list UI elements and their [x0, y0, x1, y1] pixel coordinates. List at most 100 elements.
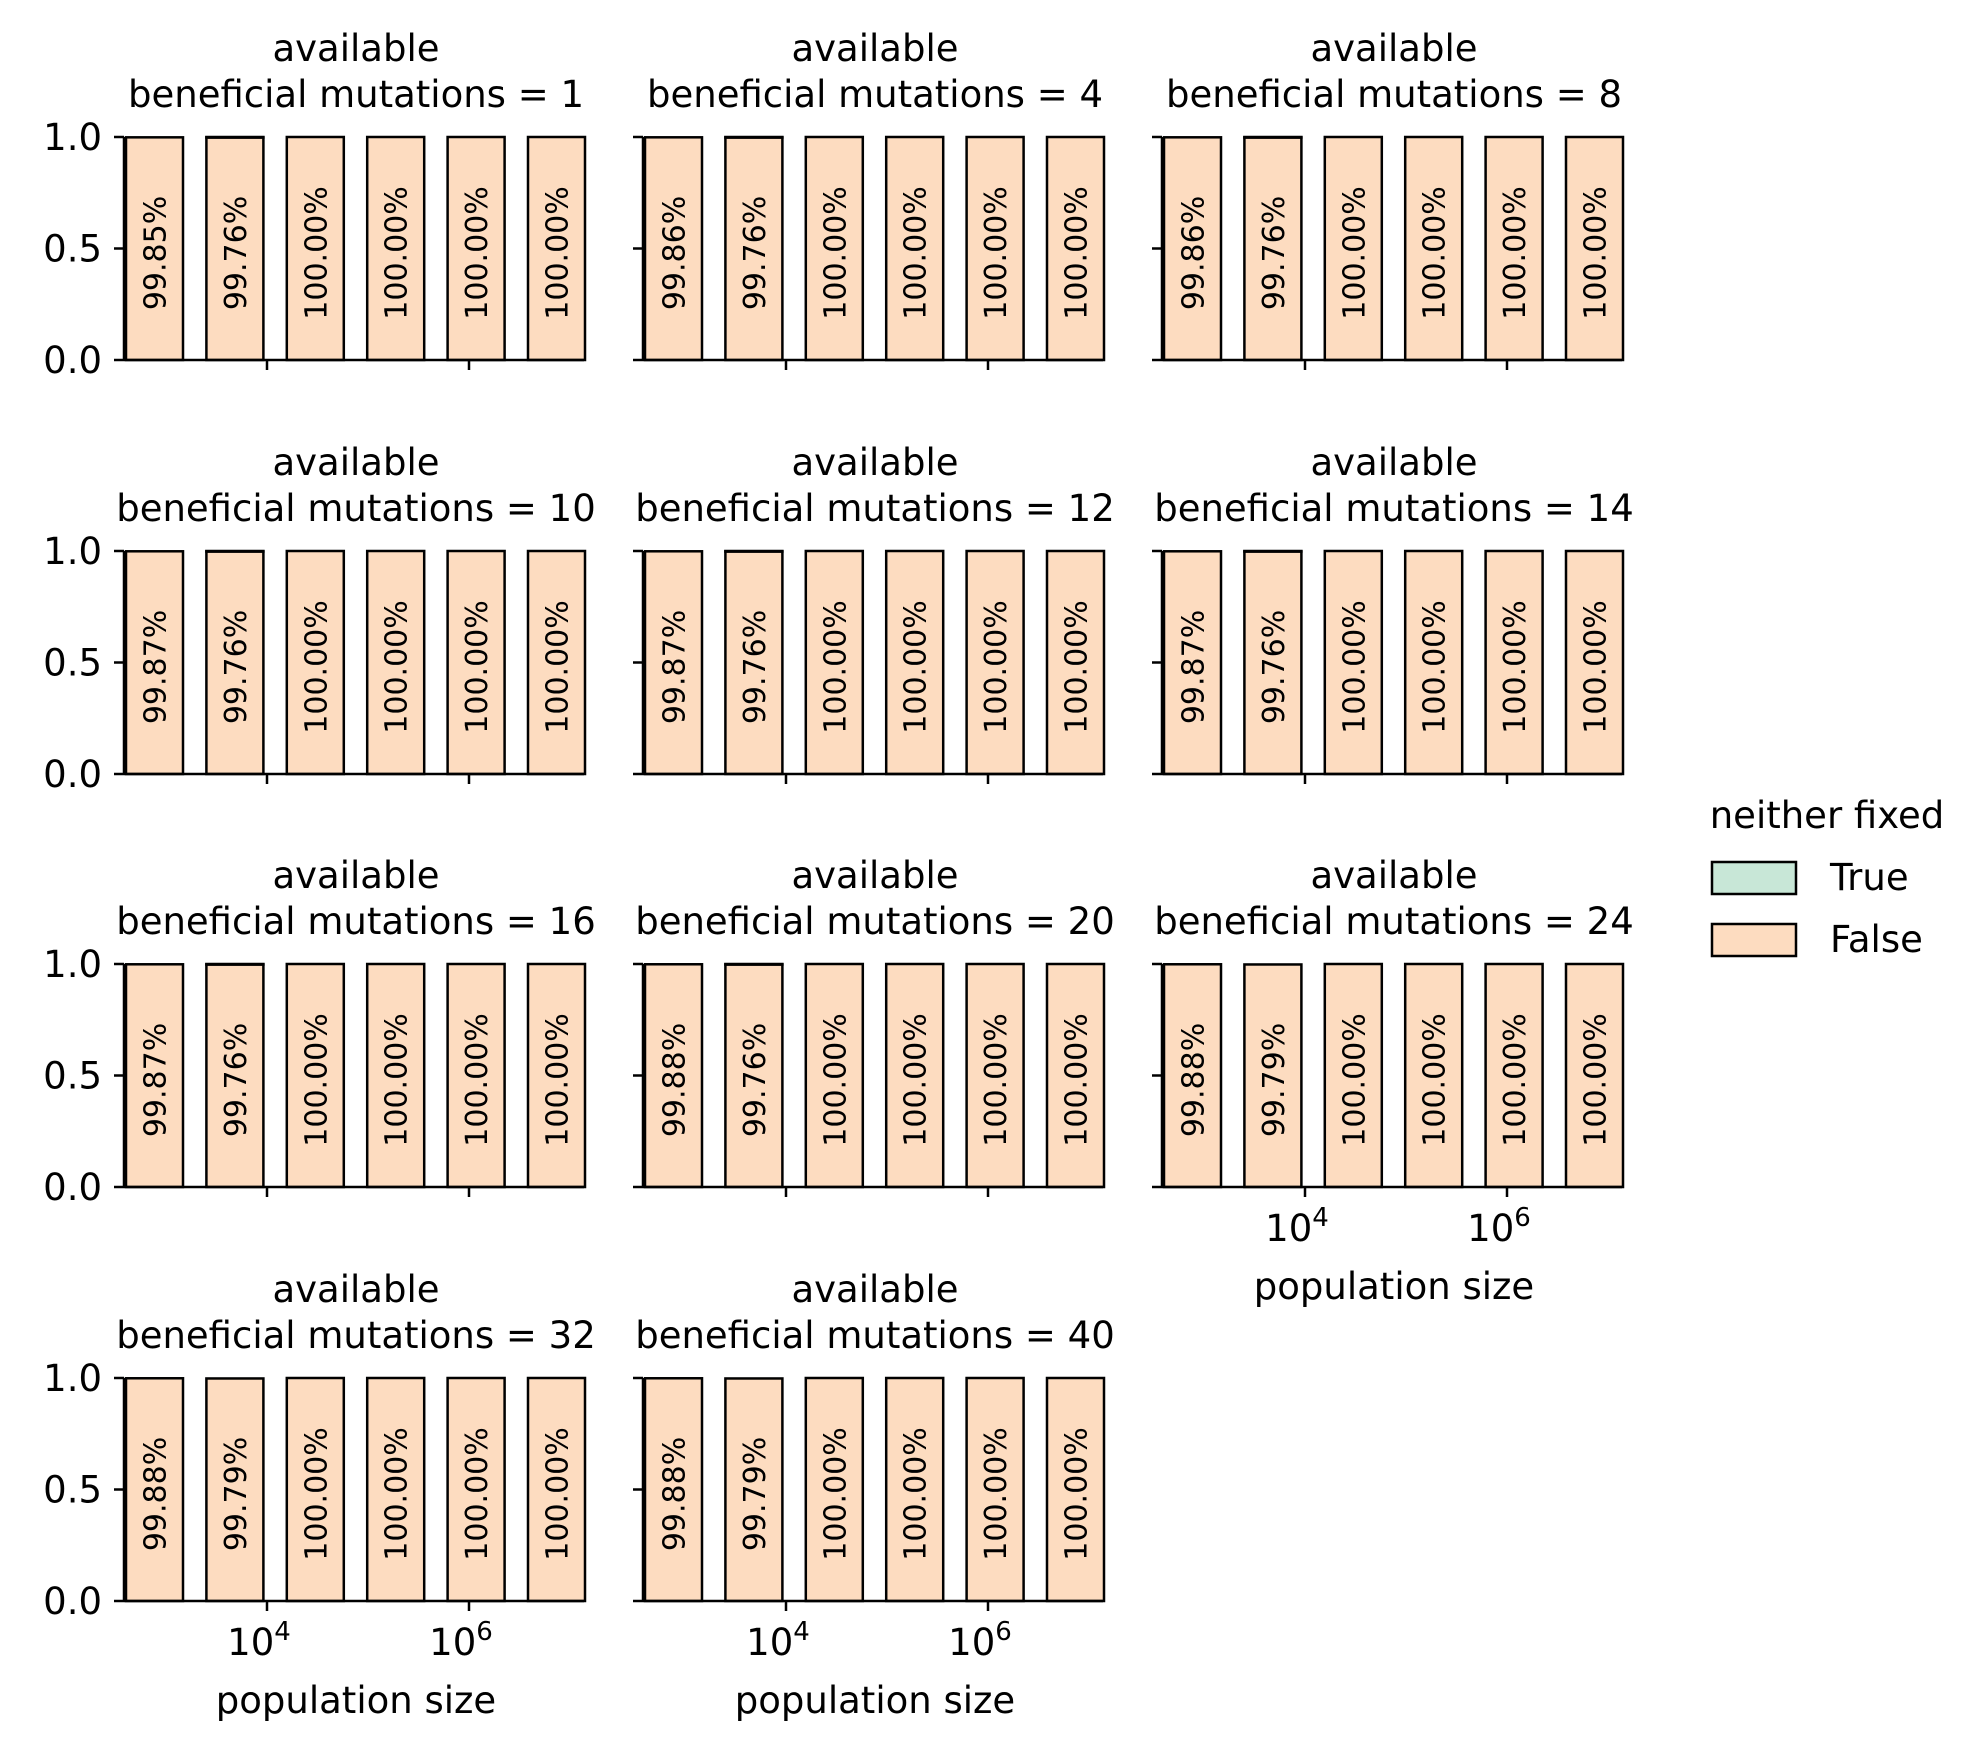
bar-false [724, 1377, 784, 1603]
bar-value-label: 100.00% [899, 186, 934, 319]
panel-title-line2: beneficial mutations = 16 [116, 900, 596, 943]
panel-title-line1: available [1310, 854, 1477, 897]
bar-true [724, 549, 784, 553]
y-tick-label: 0.0 [43, 1580, 102, 1623]
y-tick-label: 0.0 [43, 1166, 102, 1209]
legend-title: neither fixed [1710, 794, 1945, 837]
bar-value-label: 99.88% [1177, 1023, 1212, 1137]
x-tick-label: 106 [948, 1617, 1012, 1664]
bar-value-label: 100.00% [1418, 1013, 1453, 1146]
bar-value-label: 100.00% [979, 186, 1014, 319]
bar-false [1484, 962, 1544, 1189]
bar-value-label: 100.00% [299, 600, 334, 733]
bar-value-label: 100.00% [1337, 186, 1372, 319]
bar-value-label: 100.00% [299, 1427, 334, 1560]
bar-value-label: 99.76% [738, 610, 773, 724]
panel-title-line2: beneficial mutations = 20 [635, 900, 1115, 943]
bar-value-label: 100.00% [1579, 186, 1614, 319]
y-tick-label: 1.0 [43, 1357, 102, 1400]
x-axis-label: population size [735, 1679, 1015, 1722]
bar-false [643, 136, 704, 362]
bar-value-label: 100.00% [460, 600, 495, 733]
bar-value-label: 99.76% [219, 610, 254, 724]
y-tick-label: 1.0 [43, 530, 102, 573]
bar-value-label: 100.00% [1498, 1013, 1533, 1146]
x-axis-label: population size [216, 1679, 496, 1722]
bar-value-label: 99.86% [1177, 196, 1212, 310]
bar-false [446, 962, 506, 1189]
bar-true [1243, 549, 1303, 553]
bar-false [643, 963, 704, 1189]
bar-value-label: 100.00% [541, 1013, 576, 1146]
bar-false [124, 1377, 185, 1603]
bar-false [643, 550, 704, 776]
panel-title-line2: beneficial mutations = 1 [128, 73, 584, 116]
panel-title-line1: available [791, 1268, 958, 1311]
bar-false [285, 962, 346, 1189]
bar-value-label: 100.00% [1498, 600, 1533, 733]
bar-value-label: 99.79% [1257, 1023, 1292, 1137]
panel-title-line1: available [791, 441, 958, 484]
x-tick-label: 104 [746, 1617, 810, 1664]
y-tick-label: 1.0 [43, 116, 102, 159]
y-tick-label: 0.5 [43, 1469, 102, 1512]
bar-false [965, 1376, 1025, 1603]
bar-true [205, 135, 265, 139]
bar-false [1045, 135, 1106, 362]
bar-true [205, 962, 265, 966]
legend: neither fixed True False [1710, 794, 1945, 961]
bar-value-label: 100.00% [541, 186, 576, 319]
bar-false [205, 136, 265, 362]
y-tick-label: 0.0 [43, 753, 102, 796]
bar-false [724, 963, 784, 1189]
bar-value-label: 100.00% [899, 600, 934, 733]
bar-false [526, 135, 587, 362]
bar-false [884, 962, 945, 1189]
legend-swatch-false [1710, 922, 1798, 958]
bar-value-label: 99.87% [1177, 610, 1212, 724]
bar-false [1323, 135, 1384, 362]
bar-value-label: 100.00% [380, 600, 415, 733]
bar-value-label: 100.00% [1579, 600, 1614, 733]
bar-false [124, 136, 185, 362]
bar-value-label: 99.88% [139, 1437, 174, 1551]
bar-value-label: 100.00% [818, 1013, 853, 1146]
legend-label-false: False [1830, 918, 1923, 961]
panel-title-line2: beneficial mutations = 14 [1154, 487, 1634, 530]
bar-false [965, 549, 1025, 776]
bar-false [526, 962, 587, 1189]
bar-false [804, 549, 865, 776]
bar-value-label: 99.87% [139, 1023, 174, 1137]
bar-value-label: 99.79% [738, 1437, 773, 1551]
x-tick-label: 106 [1467, 1203, 1531, 1250]
bar-value-label: 100.00% [1060, 1427, 1095, 1560]
bar-value-label: 100.00% [299, 186, 334, 319]
bar-value-label: 100.00% [460, 1013, 495, 1146]
x-tick-label: 104 [1265, 1203, 1329, 1250]
x-tick-label: 106 [429, 1617, 493, 1664]
bar-true [1243, 135, 1303, 139]
bar-value-label: 100.00% [899, 1427, 934, 1560]
bar-false [1045, 549, 1106, 776]
y-tick-label: 0.5 [43, 642, 102, 685]
bar-value-label: 100.00% [460, 1427, 495, 1560]
bar-false [1162, 963, 1223, 1189]
bar-value-label: 100.00% [979, 1013, 1014, 1146]
bar-value-label: 100.00% [380, 186, 415, 319]
bar-false [285, 1376, 346, 1603]
bar-value-label: 100.00% [1060, 1013, 1095, 1146]
bar-false [365, 135, 426, 362]
bar-false [365, 549, 426, 776]
bar-false [965, 135, 1025, 362]
panel-title-line1: available [791, 854, 958, 897]
bar-value-label: 99.76% [219, 1023, 254, 1137]
bar-false [365, 962, 426, 1189]
